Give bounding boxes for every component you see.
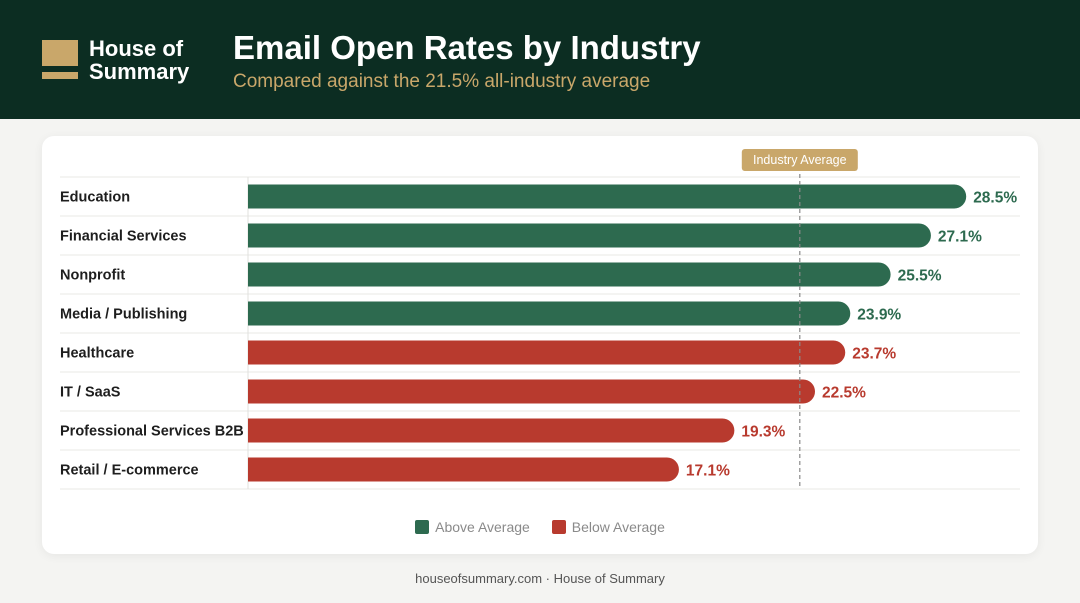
value-label: 28.5% xyxy=(973,190,1017,207)
logo-mark-icon xyxy=(42,40,78,66)
bar-financial-services xyxy=(248,223,931,248)
chart-legend: Above Average Below Average xyxy=(42,518,1038,535)
category-label: Nonprofit xyxy=(60,268,125,284)
value-label: 25.5% xyxy=(898,268,942,285)
header-banner: House of Summary Email Open Rates by Ind… xyxy=(0,0,1080,119)
chart-title: Email Open Rates by Industry xyxy=(233,29,701,66)
category-label: Education xyxy=(60,190,130,206)
legend-item-above: Above Average xyxy=(415,519,530,535)
logo-line-2: Summary xyxy=(89,59,190,84)
category-label: Healthcare xyxy=(60,346,134,362)
bar-healthcare xyxy=(248,340,846,365)
value-label: 27.1% xyxy=(938,229,982,246)
category-label: Professional Services B2B xyxy=(60,424,244,440)
value-label: 17.1% xyxy=(686,463,730,480)
brand-logo: House of Summary xyxy=(42,37,202,88)
bar-media-publishing xyxy=(248,301,851,326)
category-label: Financial Services xyxy=(60,229,187,245)
category-label: IT / SaaS xyxy=(60,385,121,401)
legend-swatch-above xyxy=(415,520,430,535)
chart-subtitle: Compared against the 21.5% all-industry … xyxy=(233,71,651,92)
value-label: 19.3% xyxy=(741,424,785,441)
bar-professional-services-b2b xyxy=(248,418,735,443)
average-reference-label: Industry Average xyxy=(753,153,847,167)
bar-nonprofit xyxy=(248,262,891,287)
bar-it-saas xyxy=(248,379,816,404)
legend-item-below: Below Average xyxy=(551,519,665,536)
category-label: Retail / E-commerce xyxy=(60,463,199,479)
value-label: 23.7% xyxy=(852,346,896,363)
logo-mark-bar-icon xyxy=(42,72,78,79)
footer-credit: houseofsummary.com · House of Summary xyxy=(415,571,665,586)
legend-label-above: Above Average xyxy=(435,519,530,536)
value-label: 22.5% xyxy=(822,385,866,402)
bar-retail-e-commerce xyxy=(248,457,679,482)
category-label: Media / Publishing xyxy=(60,307,187,323)
legend-swatch-below xyxy=(551,520,566,535)
average-reference-tag xyxy=(741,149,858,171)
value-label: 23.9% xyxy=(857,307,901,324)
bar-chart: Education 28.5% Financial Services 27.1% Non… xyxy=(60,149,1020,490)
chart-card: Education 28.5% Financial Services 27.1% Non… xyxy=(42,136,1038,554)
bar-education xyxy=(248,184,967,209)
legend-label-below: Below Average xyxy=(571,519,665,536)
logo-line-1: House of xyxy=(89,36,184,61)
logo-wordmark: House of Summary xyxy=(89,37,189,83)
